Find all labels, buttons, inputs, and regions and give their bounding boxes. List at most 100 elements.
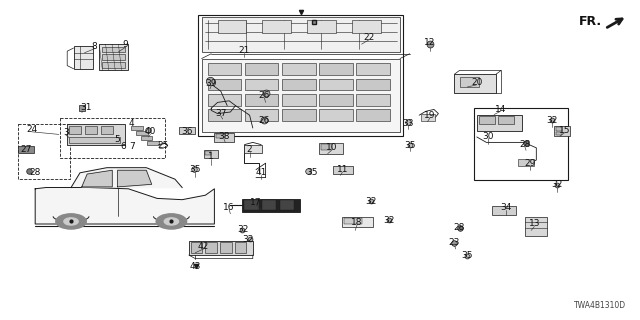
Text: 26: 26 — [259, 91, 270, 100]
Text: 8: 8 — [92, 42, 97, 51]
Bar — [262, 20, 291, 33]
Bar — [101, 126, 113, 134]
Text: 40: 40 — [145, 127, 156, 136]
Bar — [69, 137, 120, 143]
Bar — [69, 126, 81, 134]
Text: 10: 10 — [326, 143, 337, 152]
Circle shape — [156, 214, 187, 229]
Circle shape — [64, 218, 78, 225]
Bar — [342, 217, 373, 227]
Text: 4: 4 — [129, 119, 134, 128]
Bar — [356, 63, 390, 75]
Text: 32: 32 — [237, 225, 249, 234]
Bar — [205, 242, 217, 253]
Bar — [356, 109, 390, 121]
Circle shape — [56, 214, 86, 229]
Bar — [18, 146, 34, 153]
Bar — [191, 242, 202, 253]
Text: 2: 2 — [247, 145, 252, 154]
Bar — [245, 109, 278, 121]
Text: 25: 25 — [157, 141, 169, 150]
Bar — [141, 136, 152, 140]
Bar — [67, 124, 125, 145]
Bar — [245, 94, 278, 106]
Text: 39: 39 — [205, 79, 217, 88]
Text: 28: 28 — [454, 223, 465, 232]
Text: 21: 21 — [239, 46, 250, 55]
Text: 19: 19 — [424, 111, 436, 120]
Bar — [102, 54, 125, 60]
Bar — [218, 20, 246, 33]
Text: 32: 32 — [383, 216, 395, 225]
Text: 30: 30 — [482, 132, 493, 140]
Bar — [131, 126, 143, 130]
Bar — [220, 242, 232, 253]
Bar — [136, 131, 148, 135]
Polygon shape — [82, 170, 112, 187]
Bar — [242, 199, 300, 212]
Bar — [356, 94, 390, 106]
Bar — [282, 109, 316, 121]
Bar — [235, 242, 246, 253]
Bar — [244, 145, 262, 153]
Bar — [477, 115, 522, 131]
Bar — [204, 150, 218, 158]
Text: 42: 42 — [198, 242, 209, 251]
Bar — [121, 173, 136, 176]
Bar — [102, 62, 125, 68]
Bar — [460, 77, 479, 87]
Text: 12: 12 — [424, 38, 436, 47]
Bar — [85, 126, 97, 134]
Text: 22: 22 — [363, 33, 374, 42]
Text: 32: 32 — [365, 197, 377, 206]
Text: 23: 23 — [449, 238, 460, 247]
Bar — [202, 59, 400, 132]
Text: 29: 29 — [524, 159, 536, 168]
Text: 15: 15 — [559, 126, 570, 135]
Text: 28: 28 — [29, 168, 40, 177]
Bar — [556, 132, 562, 135]
Text: 34: 34 — [500, 203, 511, 212]
Text: 43: 43 — [189, 262, 201, 271]
Text: 35: 35 — [189, 165, 201, 174]
Text: 5: 5 — [115, 135, 120, 144]
Text: 35: 35 — [461, 252, 473, 260]
Bar — [319, 109, 353, 121]
Text: 33: 33 — [403, 119, 414, 128]
Text: 26: 26 — [259, 116, 270, 125]
Text: 7: 7 — [130, 142, 135, 151]
Bar — [319, 94, 353, 106]
Bar — [202, 17, 400, 52]
Text: FR.: FR. — [579, 15, 602, 28]
Text: 31: 31 — [80, 103, 92, 112]
Bar — [554, 126, 570, 136]
Bar — [344, 218, 362, 224]
Bar — [319, 79, 353, 90]
Polygon shape — [35, 188, 214, 224]
Text: 3: 3 — [63, 128, 68, 137]
Bar — [179, 127, 195, 134]
Bar — [421, 114, 435, 121]
Polygon shape — [118, 170, 152, 187]
Bar — [280, 200, 294, 210]
Bar — [208, 63, 241, 75]
Bar — [208, 79, 241, 90]
Bar — [282, 63, 316, 75]
Text: 17: 17 — [250, 198, 262, 207]
Bar — [244, 200, 259, 210]
Text: 1: 1 — [209, 152, 214, 161]
Bar — [498, 116, 514, 124]
Bar — [479, 116, 495, 124]
Bar — [454, 74, 496, 93]
Bar — [356, 79, 390, 90]
Bar — [307, 20, 336, 33]
Circle shape — [164, 218, 179, 225]
Bar — [492, 206, 516, 215]
Text: 18: 18 — [351, 218, 363, 227]
Bar — [205, 151, 211, 155]
Text: 14: 14 — [495, 105, 506, 114]
Bar — [208, 109, 241, 121]
Bar — [525, 217, 547, 236]
Text: 38: 38 — [218, 132, 230, 141]
Text: 41: 41 — [255, 168, 267, 177]
